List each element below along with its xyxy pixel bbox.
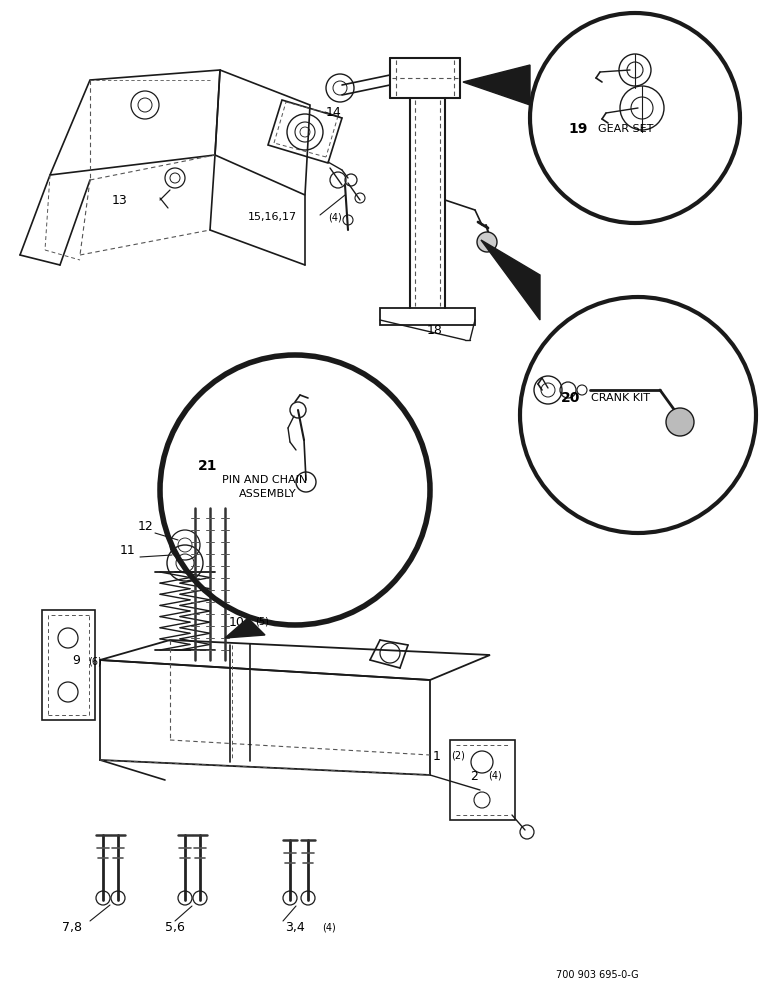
Circle shape — [666, 408, 694, 436]
Text: 15,16,17: 15,16,17 — [248, 212, 297, 222]
Text: 13: 13 — [112, 194, 127, 207]
Text: 11: 11 — [120, 544, 136, 558]
Text: 12: 12 — [138, 520, 154, 532]
Text: 18: 18 — [427, 324, 443, 336]
Text: ASSEMBLY: ASSEMBLY — [239, 489, 296, 499]
Text: 21: 21 — [198, 459, 218, 473]
Text: (4): (4) — [488, 771, 502, 781]
Text: 7,8: 7,8 — [62, 922, 82, 934]
Text: (6): (6) — [88, 656, 102, 666]
Polygon shape — [225, 618, 265, 638]
Text: (5): (5) — [255, 617, 269, 627]
Circle shape — [477, 232, 497, 252]
Polygon shape — [463, 65, 530, 105]
Text: 14: 14 — [326, 105, 342, 118]
Text: (4): (4) — [322, 923, 336, 933]
Text: 20: 20 — [561, 391, 581, 405]
Text: 3,4: 3,4 — [285, 922, 305, 934]
Polygon shape — [481, 240, 540, 320]
Text: 1: 1 — [433, 750, 441, 762]
Text: 5,6: 5,6 — [165, 922, 185, 934]
Text: PIN AND CHAIN: PIN AND CHAIN — [222, 475, 307, 485]
Text: 10: 10 — [229, 615, 245, 629]
Text: (2): (2) — [451, 751, 465, 761]
Text: 19: 19 — [568, 122, 587, 136]
Text: (4): (4) — [328, 212, 342, 222]
Text: 9: 9 — [72, 654, 80, 668]
Text: GEAR SET: GEAR SET — [598, 124, 653, 134]
Text: CRANK KIT: CRANK KIT — [591, 393, 650, 403]
Text: 2: 2 — [470, 770, 478, 782]
Text: 700 903 695-0-G: 700 903 695-0-G — [556, 970, 638, 980]
